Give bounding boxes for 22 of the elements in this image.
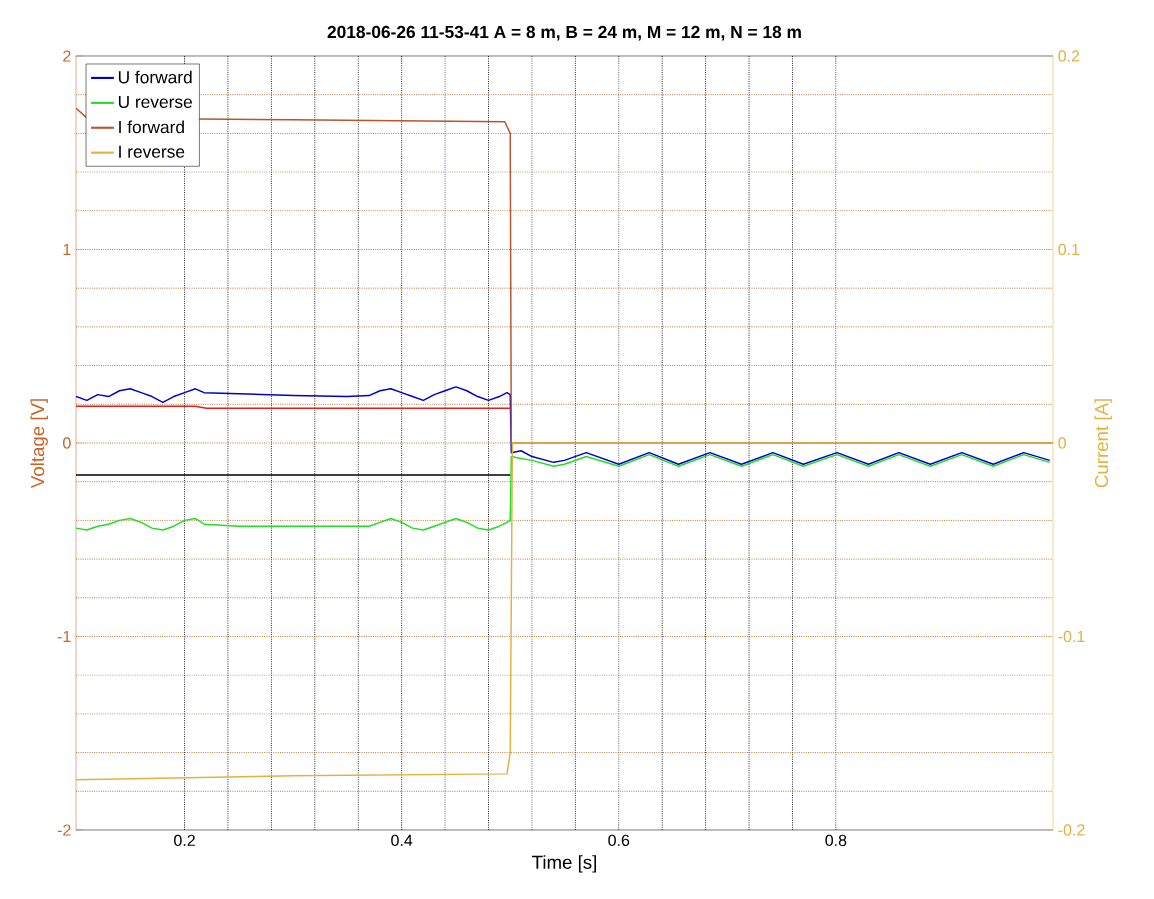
legend-label: U forward <box>118 70 192 84</box>
y2-tick-label: 0.2 <box>1058 50 1080 62</box>
y-tick-label: 0 <box>63 437 71 449</box>
y2-tick-label: -0.2 <box>1058 824 1085 836</box>
chart-title: 2018-06-26 11-53-41 A = 8 m, B = 24 m, M = 12 m, N = 18 m <box>327 25 801 41</box>
x-tick-label: 0.6 <box>608 834 630 847</box>
legend-label: U reverse <box>118 95 192 108</box>
y-tick-label: -2 <box>57 824 71 836</box>
y2-tick-label: 0.1 <box>1058 243 1080 256</box>
x-tick-label: 0.2 <box>174 834 195 847</box>
y-tick-label: -1 <box>57 630 71 642</box>
x-axis-title: Time [s] <box>532 855 596 873</box>
y2-tick-label: -0.1 <box>1058 630 1085 643</box>
y-tick-label: 2 <box>63 50 71 62</box>
x-tick-label: 0.4 <box>391 834 413 847</box>
legend-label: I forward <box>119 120 184 134</box>
y2-tick-label: 0 <box>1058 437 1066 449</box>
y2-axis-title: Current [A] <box>1094 399 1112 488</box>
y-tick-label: 1 <box>63 243 71 255</box>
x-tick-label: 0.8 <box>825 834 847 847</box>
y-axis-title: Voltage [V] <box>30 399 48 489</box>
legend-label: I reverse <box>119 145 185 158</box>
